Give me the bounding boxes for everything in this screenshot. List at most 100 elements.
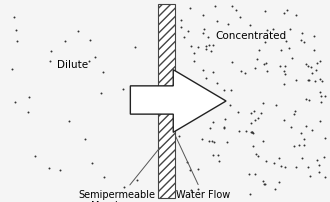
Point <box>10 67 15 70</box>
Text: Water Flow: Water Flow <box>176 136 230 200</box>
Point <box>317 60 322 63</box>
Point <box>307 78 312 81</box>
Point <box>282 83 287 86</box>
Point <box>191 52 197 55</box>
Point <box>250 145 256 148</box>
Point <box>322 176 327 179</box>
Point <box>134 178 140 181</box>
Point <box>322 136 327 140</box>
Point <box>254 57 260 61</box>
Point <box>302 40 307 43</box>
Text: Concentrated: Concentrated <box>215 31 286 41</box>
Point <box>211 70 216 74</box>
Point <box>301 137 307 140</box>
Point <box>216 160 221 163</box>
Point <box>260 102 265 105</box>
Point <box>281 69 287 72</box>
Point <box>222 118 227 121</box>
Point <box>314 158 320 162</box>
Point <box>322 155 327 159</box>
Point <box>252 66 257 70</box>
Point <box>311 48 316 51</box>
Point <box>313 80 318 83</box>
Point <box>287 27 292 30</box>
Point <box>252 119 257 122</box>
Point <box>303 124 308 127</box>
Point <box>301 144 306 147</box>
Point <box>211 141 216 144</box>
Point <box>178 118 183 121</box>
Point <box>188 6 193 9</box>
Point <box>298 38 303 41</box>
Point <box>205 35 210 38</box>
Point <box>63 40 68 43</box>
Point <box>303 98 308 101</box>
Point <box>249 130 255 133</box>
Point <box>276 157 281 160</box>
Point <box>318 94 323 98</box>
Point <box>299 31 305 35</box>
Point <box>239 70 244 73</box>
Point <box>230 5 235 8</box>
Point <box>309 129 314 132</box>
Point <box>305 79 310 82</box>
Point <box>193 96 199 100</box>
Point <box>215 81 220 84</box>
Point <box>184 160 189 164</box>
Point <box>208 126 213 129</box>
Point <box>48 60 53 63</box>
Point <box>262 183 268 186</box>
Point <box>271 27 276 31</box>
Point <box>292 110 297 113</box>
Point <box>214 19 219 22</box>
Point <box>283 39 289 42</box>
Point <box>201 27 206 31</box>
Point <box>191 60 197 63</box>
Point <box>196 187 201 190</box>
Point <box>293 79 298 82</box>
Point <box>290 56 295 59</box>
Point <box>178 26 183 29</box>
Point <box>187 169 193 172</box>
Point <box>299 132 304 135</box>
Point <box>249 130 255 134</box>
Text: Dilute: Dilute <box>57 60 88 70</box>
Point <box>121 87 126 90</box>
Point <box>261 180 266 183</box>
Point <box>233 8 239 12</box>
Point <box>247 173 252 176</box>
Point <box>265 28 270 31</box>
Point <box>206 43 212 46</box>
Point <box>303 63 308 66</box>
Point <box>249 121 254 124</box>
Point <box>32 154 38 157</box>
Point <box>93 55 98 58</box>
Point <box>255 154 261 158</box>
Point <box>249 111 254 114</box>
Point <box>264 159 269 162</box>
Point <box>181 35 186 39</box>
Point <box>46 166 51 169</box>
Point <box>279 48 284 52</box>
Point <box>229 60 234 63</box>
Point <box>317 78 322 81</box>
Point <box>99 91 104 95</box>
Point <box>48 49 53 52</box>
Point <box>211 120 216 123</box>
Point <box>282 119 287 122</box>
Point <box>145 109 150 113</box>
Point <box>14 39 19 42</box>
Point <box>260 139 265 143</box>
Point <box>262 63 267 66</box>
Point <box>12 16 17 19</box>
Point <box>282 166 287 169</box>
Point <box>296 144 302 147</box>
Point <box>185 29 191 32</box>
Point <box>237 15 242 19</box>
Point <box>132 45 138 48</box>
Point <box>25 111 31 114</box>
Point <box>242 71 248 74</box>
Point <box>294 13 299 16</box>
Point <box>251 109 257 113</box>
Point <box>236 129 242 133</box>
